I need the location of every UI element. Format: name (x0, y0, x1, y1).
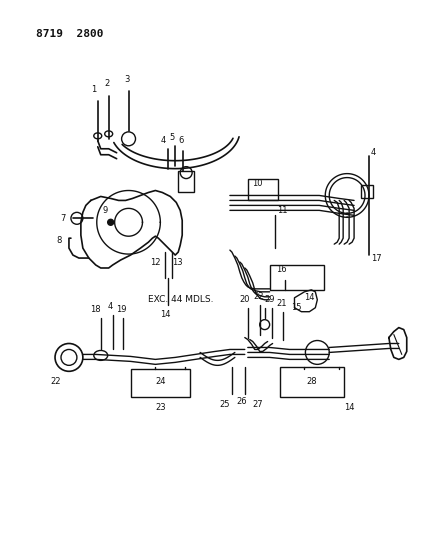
Text: 17: 17 (371, 254, 382, 263)
Text: 28: 28 (306, 377, 317, 386)
Text: 4: 4 (160, 136, 166, 146)
Text: 22: 22 (51, 377, 61, 386)
Text: 23: 23 (155, 402, 166, 411)
Text: 21: 21 (276, 299, 287, 308)
Circle shape (108, 219, 114, 225)
FancyBboxPatch shape (270, 265, 324, 290)
FancyBboxPatch shape (248, 179, 278, 200)
Text: 16: 16 (276, 265, 287, 274)
FancyBboxPatch shape (131, 369, 190, 397)
Text: 19: 19 (116, 305, 127, 314)
Text: 10: 10 (252, 179, 262, 188)
Text: 14: 14 (344, 402, 354, 411)
Text: 18: 18 (90, 305, 101, 314)
Text: 11: 11 (278, 206, 288, 215)
Text: 13: 13 (172, 257, 183, 266)
Text: 3: 3 (124, 75, 129, 84)
Text: 9: 9 (102, 206, 107, 215)
Text: 25: 25 (220, 400, 230, 409)
Text: 8719  2800: 8719 2800 (36, 29, 104, 38)
FancyBboxPatch shape (361, 184, 373, 198)
Text: 7: 7 (60, 214, 65, 223)
Text: 20: 20 (240, 295, 250, 304)
Text: 6: 6 (178, 136, 184, 146)
Text: 4: 4 (371, 148, 376, 157)
Text: 4: 4 (108, 302, 113, 311)
Text: 22: 22 (253, 292, 264, 301)
Text: 14: 14 (304, 293, 315, 302)
Text: 12: 12 (150, 257, 160, 266)
FancyBboxPatch shape (279, 367, 344, 397)
Text: 5: 5 (169, 133, 175, 142)
Text: 29: 29 (265, 295, 275, 304)
Text: 15: 15 (291, 303, 302, 312)
Text: 2: 2 (104, 79, 109, 88)
Text: 24: 24 (155, 377, 166, 386)
Text: 27: 27 (253, 400, 263, 409)
Text: EXC. 44 MDLS.: EXC. 44 MDLS. (149, 295, 214, 304)
FancyBboxPatch shape (178, 171, 194, 192)
Text: 26: 26 (237, 397, 247, 406)
Text: 14: 14 (160, 310, 171, 319)
Text: 1: 1 (91, 85, 96, 94)
Text: 8: 8 (56, 236, 62, 245)
